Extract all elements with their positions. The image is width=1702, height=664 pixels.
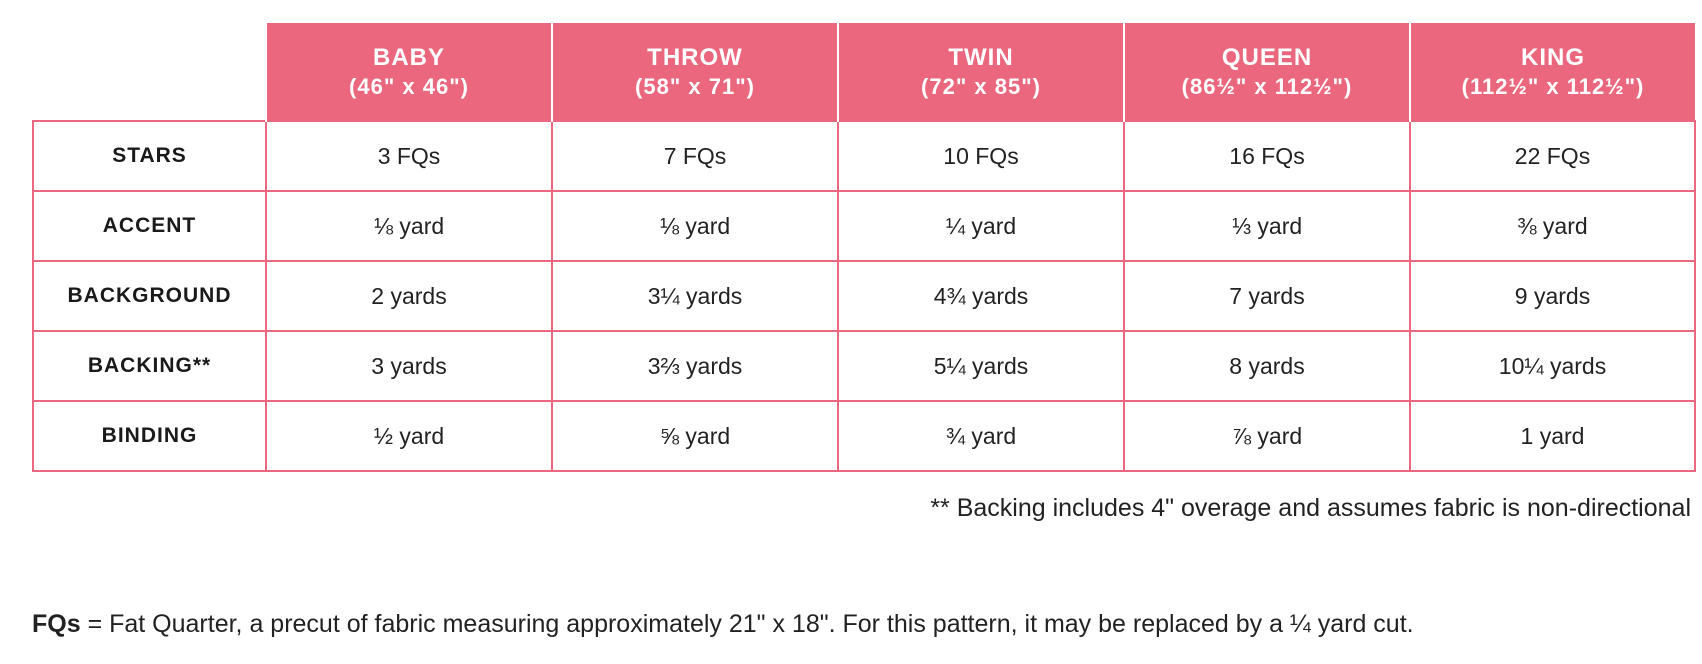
- table-cell: 16 FQs: [1123, 120, 1411, 192]
- row-label: BACKING**: [32, 330, 267, 402]
- table-cell: 22 FQs: [1409, 120, 1696, 192]
- column-header-throw: THROW (58" x 71"): [551, 23, 839, 121]
- row-label: STARS: [32, 120, 267, 192]
- column-header-king: KING (112½" x 112½"): [1409, 23, 1695, 121]
- fq-definition-text: = Fat Quarter, a precut of fabric measur…: [80, 610, 1414, 638]
- table-row-background: BACKGROUND 2 yards 3¼ yards 4¾ yards 7 y…: [32, 260, 1696, 332]
- table-cell: ⅝ yard: [551, 400, 839, 472]
- column-header-baby: BABY (46" x 46"): [265, 23, 553, 121]
- column-size-dims: (86½" x 112½"): [1181, 73, 1353, 99]
- column-size-name: KING: [1521, 43, 1585, 71]
- column-size-name: THROW: [647, 43, 743, 71]
- table-row-backing: BACKING** 3 yards 3⅔ yards 5¼ yards 8 ya…: [32, 330, 1696, 402]
- table-cell: ⅞ yard: [1123, 400, 1411, 472]
- table-row-binding: BINDING ½ yard ⅝ yard ¾ yard ⅞ yard 1 ya…: [32, 400, 1696, 472]
- table-cell: 4¾ yards: [837, 260, 1125, 332]
- table-cell: 2 yards: [265, 260, 553, 332]
- table-cell: 3¼ yards: [551, 260, 839, 332]
- column-size-name: BABY: [372, 43, 445, 71]
- row-label: BINDING: [32, 400, 267, 472]
- table-cell: ⅛ yard: [265, 190, 553, 262]
- table-cell: 10 FQs: [837, 120, 1125, 192]
- row-label: ACCENT: [32, 190, 267, 262]
- table-cell: ¾ yard: [837, 400, 1125, 472]
- fq-definition-note: FQs = Fat Quarter, a precut of fabric me…: [32, 610, 1414, 639]
- table-cell: 7 yards: [1123, 260, 1411, 332]
- column-size-name: TWIN: [948, 43, 1014, 71]
- table-header-row: BABY (46" x 46") THROW (58" x 71") TWIN …: [33, 23, 1695, 121]
- column-size-name: QUEEN: [1221, 43, 1313, 71]
- table-row-stars: STARS 3 FQs 7 FQs 10 FQs 16 FQs 22 FQs: [32, 120, 1696, 192]
- table-cell: ½ yard: [265, 400, 553, 472]
- table-cell: 7 FQs: [551, 120, 839, 192]
- table-cell: ⅓ yard: [1123, 190, 1411, 262]
- table-cell: 3 FQs: [265, 120, 553, 192]
- fabric-requirements-table: BABY (46" x 46") THROW (58" x 71") TWIN …: [32, 23, 1696, 472]
- column-header-queen: QUEEN (86½" x 112½"): [1123, 23, 1411, 121]
- column-size-dims: (112½" x 112½"): [1461, 73, 1645, 99]
- table-cell: 1 yard: [1409, 400, 1696, 472]
- column-size-dims: (46" x 46"): [349, 73, 469, 99]
- table-cell: 5¼ yards: [837, 330, 1125, 402]
- table-row-accent: ACCENT ⅛ yard ⅛ yard ¼ yard ⅓ yard ⅜ yar…: [32, 190, 1696, 262]
- table-cell: 9 yards: [1409, 260, 1696, 332]
- table-cell: 8 yards: [1123, 330, 1411, 402]
- backing-footnote: ** Backing includes 4" overage and assum…: [930, 494, 1691, 522]
- table-cell: ⅜ yard: [1409, 190, 1696, 262]
- fq-term: FQs: [32, 610, 81, 638]
- table-cell: 3 yards: [265, 330, 553, 402]
- column-header-twin: TWIN (72" x 85"): [837, 23, 1125, 121]
- table-cell: ¼ yard: [837, 190, 1125, 262]
- row-label: BACKGROUND: [32, 260, 267, 332]
- column-size-dims: (58" x 71"): [635, 73, 755, 99]
- table-cell: 3⅔ yards: [551, 330, 839, 402]
- table-cell: 10¼ yards: [1409, 330, 1696, 402]
- table-corner-cell: [33, 23, 266, 121]
- column-size-dims: (72" x 85"): [921, 73, 1041, 99]
- table-cell: ⅛ yard: [551, 190, 839, 262]
